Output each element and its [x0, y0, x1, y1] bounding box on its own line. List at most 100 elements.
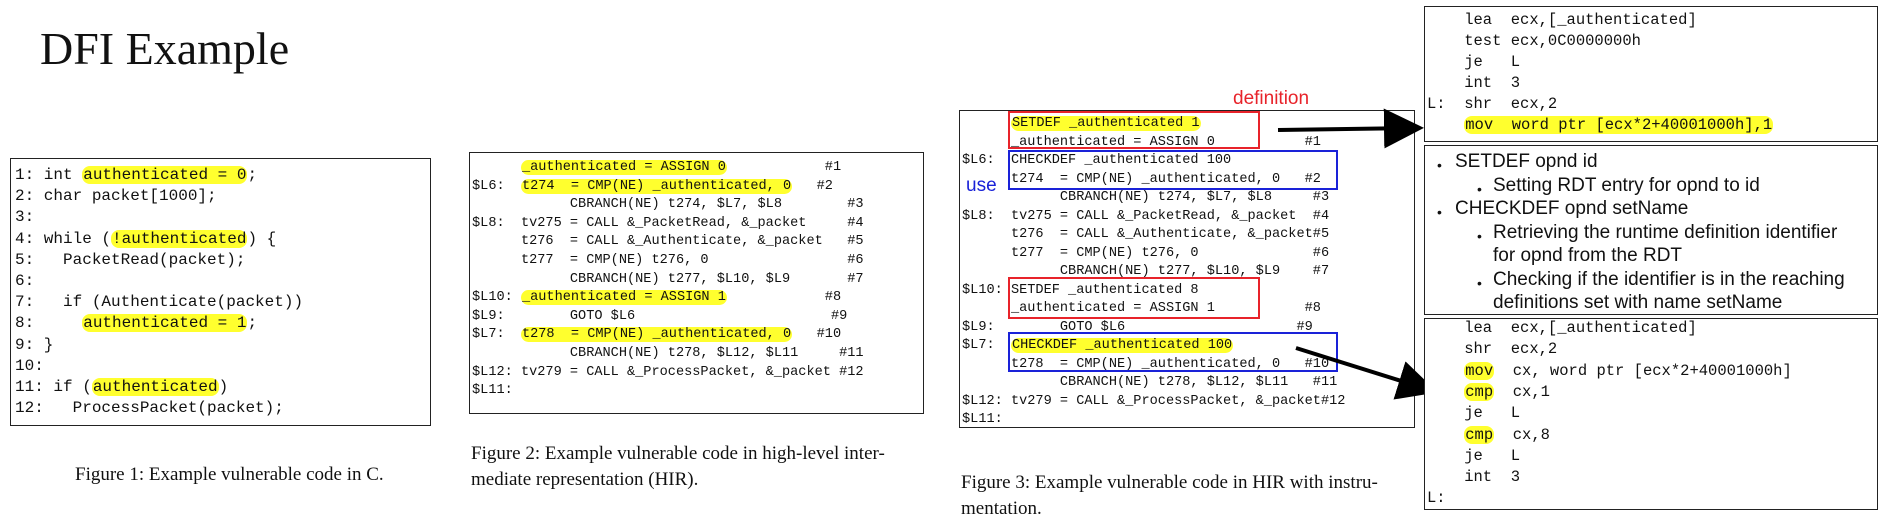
code-text: 7: if (Authenticate(packet))	[15, 293, 304, 312]
code-text: #3	[1272, 190, 1330, 205]
note-item: Setting RDT entry for opnd to id	[1493, 174, 1760, 196]
figure3-code-line: $L7: CHECKDEF _authenticated 100	[962, 338, 1234, 353]
figure2-caption: Figure 2: Example vulnerable code in hig…	[471, 443, 885, 490]
asm-bottom-line: cmp cx,8	[1427, 425, 1550, 444]
figure3-code-line: $L11:	[962, 413, 1003, 427]
asm-top-line: L: shr ecx,2	[1427, 96, 1557, 113]
code-text: #6	[1198, 245, 1330, 261]
bullet-icon: •	[1477, 227, 1482, 244]
note-item: CHECKDEF opnd setName	[1455, 198, 1689, 219]
code-text: 12: ProcessPacket(packet);	[15, 399, 284, 418]
code-text: _authenticated = ASSIGN 0	[962, 134, 1215, 150]
code-text: CBRANCH(NE) t278, $L12, $L11	[962, 375, 1289, 390]
code-text: cx, word ptr [ecx*2+40001000h]	[1494, 361, 1792, 380]
figure3-code-line: t278 = CMP(NE) _authenticated, 0 #10	[962, 357, 1329, 372]
code-text: lea ecx,[_authenticated]	[1427, 11, 1697, 29]
figure1-code-line: 11: if (authenticated)	[15, 378, 228, 396]
code-text: #12	[1320, 393, 1346, 409]
use-label: use	[966, 175, 997, 196]
figure2-code-line: CBRANCH(NE) t278, $L12, $L11 #11	[472, 347, 864, 361]
code-text: #12	[830, 364, 864, 380]
bullet-icon: •	[1437, 157, 1442, 173]
code-text: $L7:	[472, 327, 521, 343]
figure2-code-line: $L9: GOTO $L6 #9	[472, 309, 847, 324]
code-text: #8	[726, 290, 842, 306]
use-box-1	[1008, 150, 1338, 190]
code-text: 9: }	[15, 335, 54, 354]
code-text: test ecx,0C0000000h	[1427, 32, 1641, 50]
figure2-code-line: CBRANCH(NE) t277, $L10, $L9 #7	[472, 272, 864, 287]
figure1-code-line: 7: if (Authenticate(packet))	[15, 294, 303, 310]
figure3-caption: Figure 3: Example vulnerable code in HIR…	[961, 472, 1378, 519]
highlighted-code: mov	[1464, 361, 1495, 380]
asm-top-line: je L	[1427, 53, 1521, 71]
code-text	[1427, 116, 1464, 134]
figure1-code-line: 2: char packet[1000];	[15, 188, 217, 204]
code-text: _authenticated = ASSIGN 1	[962, 301, 1215, 316]
highlighted-code: cmp	[1464, 425, 1495, 444]
code-text: #5	[822, 234, 864, 250]
highlighted-code: authenticated	[91, 378, 219, 396]
code-text: #10	[792, 327, 842, 343]
code-text: #2	[792, 178, 833, 194]
code-text: CBRANCH(NE) t274, $L7, $L8	[962, 190, 1272, 205]
code-text: #5	[1312, 227, 1330, 242]
code-text: $L10: SETDEF _authenticated 8	[962, 282, 1199, 298]
asm-top-box: lea ecx,[_authenticated] test ecx,0C0000…	[1424, 6, 1878, 142]
code-text: #4	[1296, 208, 1330, 224]
highlighted-code: cmp	[1464, 382, 1495, 401]
code-text: 6:	[15, 272, 35, 290]
code-text: cx,1	[1494, 382, 1550, 401]
code-text: $L9: GOTO $L6	[962, 319, 1126, 335]
code-text: 11: if (	[15, 378, 92, 396]
figure3-code-line: t277 = CMP(NE) t276, 0 #6	[962, 245, 1330, 261]
arrow-definition	[1277, 108, 1424, 149]
highlighted-code: t274 = CMP(NE) _authenticated, 0	[520, 178, 793, 194]
code-text: $L11:	[472, 383, 513, 399]
figure3-code-line: SETDEF _authenticated 1	[962, 116, 1201, 131]
code-text: $L6:	[472, 178, 521, 194]
highlighted-code: !authenticated	[111, 229, 248, 248]
code-text: 4: while (	[15, 229, 112, 248]
code-text: CBRANCH(NE) t278, $L12, $L11	[472, 346, 799, 361]
code-text: je L	[1427, 53, 1521, 71]
figure3-code-line: $L10: SETDEF _authenticated 8	[962, 282, 1199, 298]
code-text: cx,8	[1494, 425, 1550, 444]
code-text: ;	[247, 166, 258, 184]
asm-bottom-line: je L	[1427, 446, 1521, 465]
figure1-code-box: 1: int authenticated = 0; 2: char packet[…	[10, 158, 431, 426]
figure1-code-line: 10:	[15, 358, 44, 374]
figure3-code-line: $L12: tv279 = CALL &_ProcessPacket, &_pa…	[962, 393, 1346, 409]
figure2-code-line: $L7: t278 = CMP(NE) _authenticated, 0 #1…	[472, 327, 842, 343]
code-text: #6	[708, 253, 864, 268]
code-text: 3:	[15, 208, 35, 227]
highlighted-code: _authenticated = ASSIGN 0	[520, 160, 727, 175]
figure1-code-line: 12: ProcessPacket(packet);	[15, 400, 284, 416]
figure3-code-line: $L8: tv275 = CALL &_PacketRead, &_packet…	[962, 208, 1330, 224]
figure1-code-line: 8: authenticated = 1;	[15, 314, 257, 333]
asm-top-line: test ecx,0C0000000h	[1427, 32, 1641, 50]
code-text: $L10:	[472, 290, 521, 306]
code-text: int 3	[1427, 74, 1521, 92]
code-text: je L	[1427, 446, 1521, 465]
figure2-code-line: $L12: tv279 = CALL &_ProcessPacket, &_pa…	[472, 364, 864, 380]
code-text: int 3	[1427, 468, 1521, 487]
definition-box-2	[1008, 277, 1260, 319]
note-item: Retrieving the runtime definition identi…	[1493, 221, 1838, 243]
asm-top-line: mov word ptr [ecx*2+40001000h],1	[1427, 116, 1774, 134]
figure2-code-line: t277 = CMP(NE) t276, 0 #6	[472, 254, 864, 268]
note-item: definitions set with name setName	[1493, 292, 1783, 313]
definition-label: definition	[1233, 88, 1310, 109]
figure1-code-line: 3:	[15, 209, 34, 225]
highlighted-code: t278 = CMP(NE) _authenticated, 0	[520, 327, 793, 343]
code-text: 8:	[15, 314, 83, 333]
figure2-code-line: _authenticated = ASSIGN 0 #1	[472, 160, 842, 175]
code-text: t274 = CMP(NE) _authenticated, 0	[962, 171, 1281, 187]
asm-bottom-line: shr ecx,2	[1427, 342, 1557, 358]
code-text: #1	[726, 160, 842, 175]
code-text: #9	[1125, 319, 1313, 335]
notes-list: • SETDEF opnd id • Setting RDT entry for op…	[1425, 150, 1875, 315]
code-text: $L12: tv279 = CALL &_ProcessPacket, &_pa…	[472, 364, 831, 380]
code-text: ) {	[247, 229, 277, 248]
